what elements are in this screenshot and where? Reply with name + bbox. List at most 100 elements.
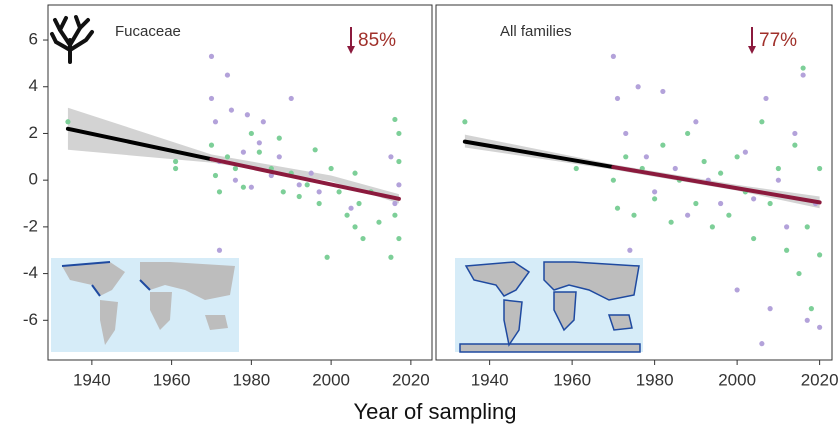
data-point bbox=[276, 154, 282, 160]
data-point bbox=[668, 219, 674, 225]
data-point bbox=[804, 317, 810, 323]
data-point bbox=[376, 219, 382, 225]
data-point bbox=[792, 142, 798, 148]
fit-line bbox=[611, 165, 822, 205]
data-point bbox=[623, 130, 629, 137]
data-point bbox=[817, 165, 823, 172]
data-point bbox=[232, 177, 239, 183]
confidence-band bbox=[67, 107, 399, 204]
data-point bbox=[216, 247, 223, 253]
map-coast bbox=[61, 261, 151, 297]
x-tick-label: 2020 bbox=[392, 370, 430, 389]
x-tick-label: 2000 bbox=[312, 370, 350, 389]
data-point bbox=[792, 130, 798, 137]
data-point bbox=[751, 196, 757, 202]
data-point bbox=[796, 270, 802, 277]
data-point bbox=[240, 149, 246, 155]
data-point bbox=[709, 224, 715, 230]
data-point bbox=[352, 170, 358, 176]
data-point bbox=[360, 235, 366, 242]
data-point bbox=[240, 184, 246, 190]
data-point bbox=[652, 189, 658, 195]
data-point bbox=[614, 95, 621, 102]
data-point bbox=[631, 212, 637, 218]
data-point bbox=[352, 224, 358, 230]
y-tick-label: 6 bbox=[29, 30, 38, 49]
x-tick-label: 1980 bbox=[636, 370, 674, 389]
data-point bbox=[672, 165, 678, 172]
data-point bbox=[734, 154, 740, 160]
data-point bbox=[208, 142, 215, 148]
fit-line bbox=[209, 157, 401, 201]
data-point bbox=[348, 205, 354, 211]
y-tick-label: 0 bbox=[29, 170, 38, 189]
data-point bbox=[643, 154, 649, 160]
data-point bbox=[693, 200, 699, 207]
data-point bbox=[228, 107, 235, 113]
fit-line bbox=[462, 139, 616, 170]
x-tick-label: 1940 bbox=[471, 370, 509, 389]
data-point bbox=[767, 200, 773, 207]
data-point bbox=[296, 193, 302, 200]
data-point bbox=[388, 154, 394, 160]
y-tick-label: -2 bbox=[23, 216, 38, 235]
data-point bbox=[328, 165, 334, 172]
data-point bbox=[759, 119, 765, 125]
data-point bbox=[388, 254, 394, 260]
data-point bbox=[392, 212, 398, 218]
data-point bbox=[316, 189, 322, 195]
data-point bbox=[462, 119, 468, 125]
data-point bbox=[759, 341, 765, 347]
data-point bbox=[726, 212, 732, 218]
change-label: 85% bbox=[358, 30, 396, 51]
map-1 bbox=[51, 258, 239, 352]
data-point bbox=[248, 184, 254, 190]
map-2 bbox=[455, 258, 643, 353]
data-point bbox=[784, 224, 790, 230]
change-label: 77% bbox=[759, 30, 797, 51]
data-point bbox=[308, 170, 314, 176]
data-point bbox=[800, 65, 806, 71]
data-point bbox=[775, 165, 781, 172]
y-tick-label: 4 bbox=[29, 76, 38, 95]
y-tick-label: -4 bbox=[23, 263, 38, 282]
data-point bbox=[685, 130, 691, 137]
data-point bbox=[280, 189, 286, 195]
data-point bbox=[256, 149, 262, 155]
data-point bbox=[751, 235, 757, 242]
data-point bbox=[763, 95, 769, 102]
data-point bbox=[660, 142, 666, 148]
seaweed-icon bbox=[50, 15, 94, 64]
data-point bbox=[742, 149, 748, 155]
data-point bbox=[627, 247, 633, 253]
data-point bbox=[356, 200, 362, 207]
data-point bbox=[610, 177, 616, 183]
x-tick-label: 1980 bbox=[232, 370, 270, 389]
data-point bbox=[573, 165, 579, 172]
data-point bbox=[718, 200, 724, 207]
map-land bbox=[62, 262, 235, 345]
data-point bbox=[216, 189, 223, 195]
panel-label: All families bbox=[500, 23, 572, 40]
data-point bbox=[208, 53, 215, 59]
data-point bbox=[775, 177, 781, 183]
data-point bbox=[304, 182, 310, 188]
fit-line bbox=[65, 126, 214, 162]
data-point bbox=[610, 53, 616, 59]
data-point bbox=[344, 212, 350, 218]
data-point bbox=[652, 196, 658, 202]
data-point bbox=[224, 154, 231, 160]
data-point bbox=[396, 182, 402, 188]
data-point bbox=[396, 235, 402, 242]
y-tick-label: -6 bbox=[23, 310, 38, 329]
data-point bbox=[693, 119, 699, 125]
data-point bbox=[212, 119, 219, 125]
data-point bbox=[316, 200, 322, 207]
data-point bbox=[248, 130, 254, 137]
data-point bbox=[734, 287, 740, 293]
x-axis-title: Year of sampling bbox=[353, 399, 516, 424]
data-point bbox=[660, 88, 666, 95]
data-point bbox=[288, 95, 294, 102]
